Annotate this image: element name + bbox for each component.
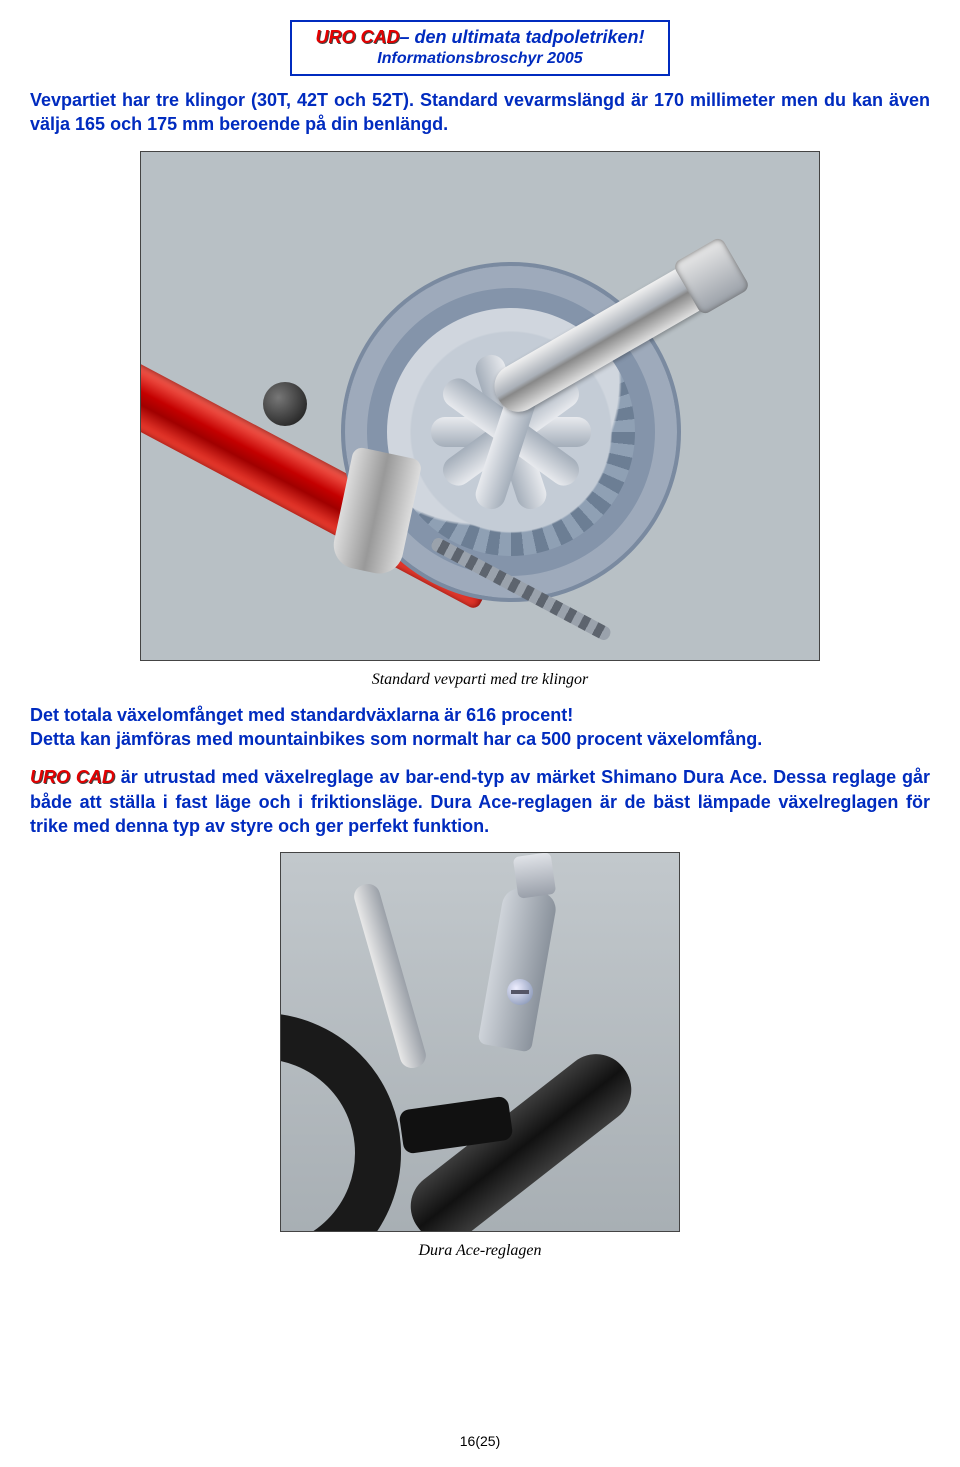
brake-lever [351, 881, 428, 1071]
page-number: 16(25) [0, 1433, 960, 1449]
paragraph-2: Det totala växelomfånget med standardväx… [30, 703, 930, 727]
boom-cap [263, 382, 307, 426]
caption-1: Standard vevparti med tre klingor [30, 671, 930, 689]
paragraph-1: Vevpartiet har tre klingor (30T, 42T och… [30, 88, 930, 137]
shifter-graphic [281, 853, 679, 1231]
paragraph-4: URO CAD är utrustad med växelreglage av … [30, 765, 930, 838]
figure-shifter [280, 852, 680, 1232]
inline-brand: URO CAD [30, 767, 115, 787]
header-subtitle: Informationsbroschyr 2005 [302, 49, 658, 70]
figure-crankset [140, 151, 820, 661]
caption-2: Dura Ace-reglagen [30, 1242, 930, 1260]
header-box: URO CAD– den ultimata tadpoletriken! Inf… [290, 20, 670, 76]
paragraph-4-rest: är utrustad med växelreglage av bar-end-… [30, 767, 930, 836]
header-tagline: – den ultimata tadpoletriken! [399, 27, 644, 47]
bar-end-shifter [478, 886, 559, 1053]
paragraph-3: Detta kan jämföras med mountainbikes som… [30, 727, 930, 751]
tire [280, 1013, 401, 1232]
header-line1: URO CAD– den ultimata tadpoletriken! [302, 26, 658, 49]
crankset-graphic [141, 152, 819, 660]
header-brand: URO CAD [315, 27, 399, 47]
